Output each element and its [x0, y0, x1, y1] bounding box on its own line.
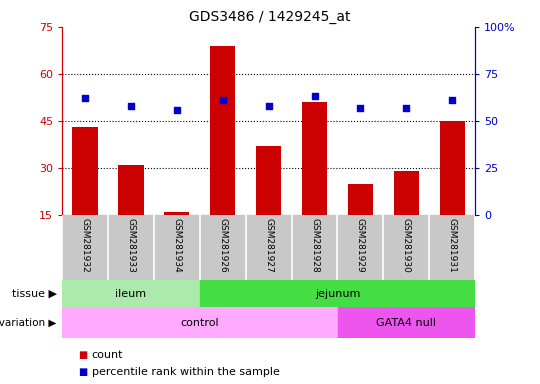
Text: tissue ▶: tissue ▶ — [12, 289, 57, 299]
Text: GSM281934: GSM281934 — [172, 218, 181, 273]
Text: GDS3486 / 1429245_at: GDS3486 / 1429245_at — [189, 10, 351, 23]
Text: count: count — [92, 350, 123, 360]
Point — [402, 105, 410, 111]
Text: GATA4 null: GATA4 null — [376, 318, 436, 328]
Point — [448, 97, 456, 103]
Text: GSM281928: GSM281928 — [310, 218, 319, 273]
Text: GSM281929: GSM281929 — [356, 218, 365, 273]
Point — [310, 93, 319, 99]
Text: GSM281931: GSM281931 — [448, 218, 457, 273]
Bar — [72, 127, 98, 215]
Text: control: control — [180, 318, 219, 328]
Text: ileum: ileum — [116, 289, 146, 299]
Text: ■: ■ — [78, 367, 87, 377]
Point — [218, 97, 227, 103]
Text: GSM281926: GSM281926 — [218, 218, 227, 273]
Text: GSM281932: GSM281932 — [80, 218, 90, 273]
Bar — [394, 171, 419, 215]
Point — [356, 105, 365, 111]
Point — [172, 107, 181, 113]
Bar — [256, 146, 281, 215]
Bar — [210, 46, 235, 215]
Text: ■: ■ — [78, 350, 87, 360]
Text: jejunum: jejunum — [315, 289, 360, 299]
Point — [265, 103, 273, 109]
Bar — [62, 280, 200, 307]
Bar — [164, 212, 190, 215]
Text: genotype/variation ▶: genotype/variation ▶ — [0, 318, 57, 328]
Bar — [338, 307, 475, 338]
Bar — [118, 165, 144, 215]
Bar — [200, 280, 475, 307]
Bar — [62, 307, 338, 338]
Text: GSM281933: GSM281933 — [126, 218, 136, 273]
Bar — [440, 121, 465, 215]
Bar — [348, 184, 373, 215]
Point — [126, 103, 135, 109]
Point — [81, 95, 90, 101]
Text: percentile rank within the sample: percentile rank within the sample — [92, 367, 280, 377]
Text: GSM281927: GSM281927 — [264, 218, 273, 273]
Text: GSM281930: GSM281930 — [402, 218, 411, 273]
Bar — [302, 102, 327, 215]
